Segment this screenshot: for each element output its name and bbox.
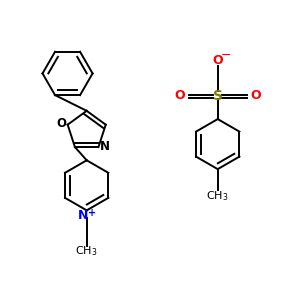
Text: O: O	[250, 89, 261, 102]
Text: O: O	[174, 89, 185, 102]
Text: +: +	[88, 208, 96, 218]
Text: CH$_3$: CH$_3$	[76, 245, 98, 259]
Text: O: O	[56, 117, 66, 130]
Text: O: O	[212, 54, 223, 67]
Text: −: −	[221, 49, 231, 62]
Text: S: S	[213, 88, 223, 103]
Text: CH$_3$: CH$_3$	[206, 189, 229, 202]
Text: N: N	[78, 209, 88, 222]
Text: N: N	[100, 140, 110, 153]
